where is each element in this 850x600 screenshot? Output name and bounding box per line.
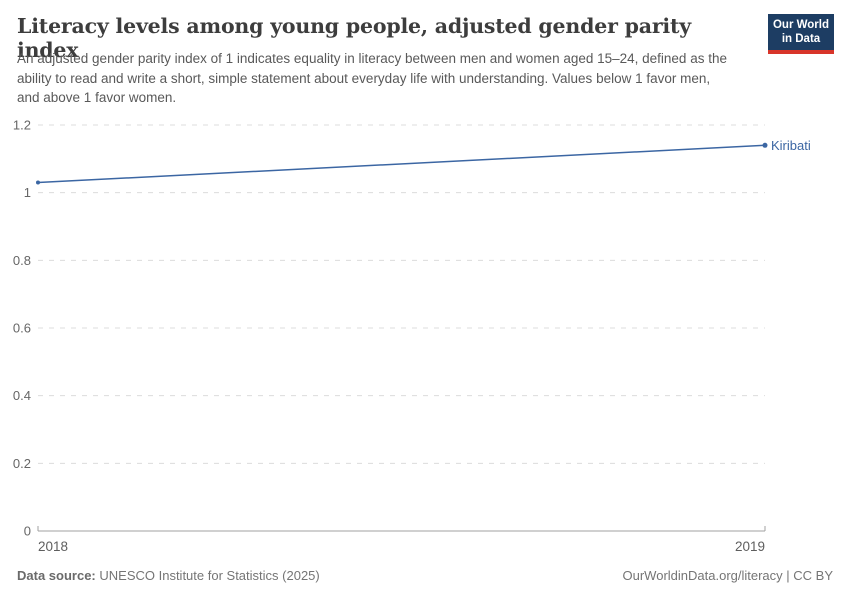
- y-tick-label: 0: [24, 524, 31, 539]
- owid-credit-link[interactable]: OurWorldinData.org/literacy | CC BY: [622, 568, 833, 583]
- data-source: Data source: UNESCO Institute for Statis…: [17, 568, 320, 583]
- owid-logo-line1: Our World: [772, 19, 829, 31]
- y-tick-label: 0.4: [13, 388, 31, 403]
- y-tick-label: 0.6: [13, 321, 31, 336]
- y-tick-label: 1: [24, 185, 31, 200]
- chart-subtitle: An adjusted gender parity index of 1 ind…: [17, 51, 727, 105]
- series-end-label[interactable]: Kiribati: [771, 138, 811, 153]
- page-title: Literacy levels among young people, adju…: [17, 14, 691, 62]
- data-source-label: Data source:: [17, 568, 96, 583]
- owid-logo[interactable]: Our World in Data: [768, 14, 834, 54]
- data-point[interactable]: [36, 180, 40, 185]
- x-tick-label: 2019: [735, 539, 765, 554]
- y-tick-label: 0.8: [13, 253, 31, 268]
- chart-footer: Data source: UNESCO Institute for Statis…: [17, 568, 833, 583]
- data-point[interactable]: [762, 142, 768, 148]
- owid-logo-line2: in Data: [781, 33, 821, 45]
- y-tick-label: 1.2: [13, 118, 31, 133]
- series-line[interactable]: [37, 144, 766, 184]
- data-source-value: UNESCO Institute for Statistics (2025): [99, 568, 320, 583]
- x-tick-label: 2018: [38, 539, 68, 554]
- y-tick-label: 0.2: [13, 456, 31, 471]
